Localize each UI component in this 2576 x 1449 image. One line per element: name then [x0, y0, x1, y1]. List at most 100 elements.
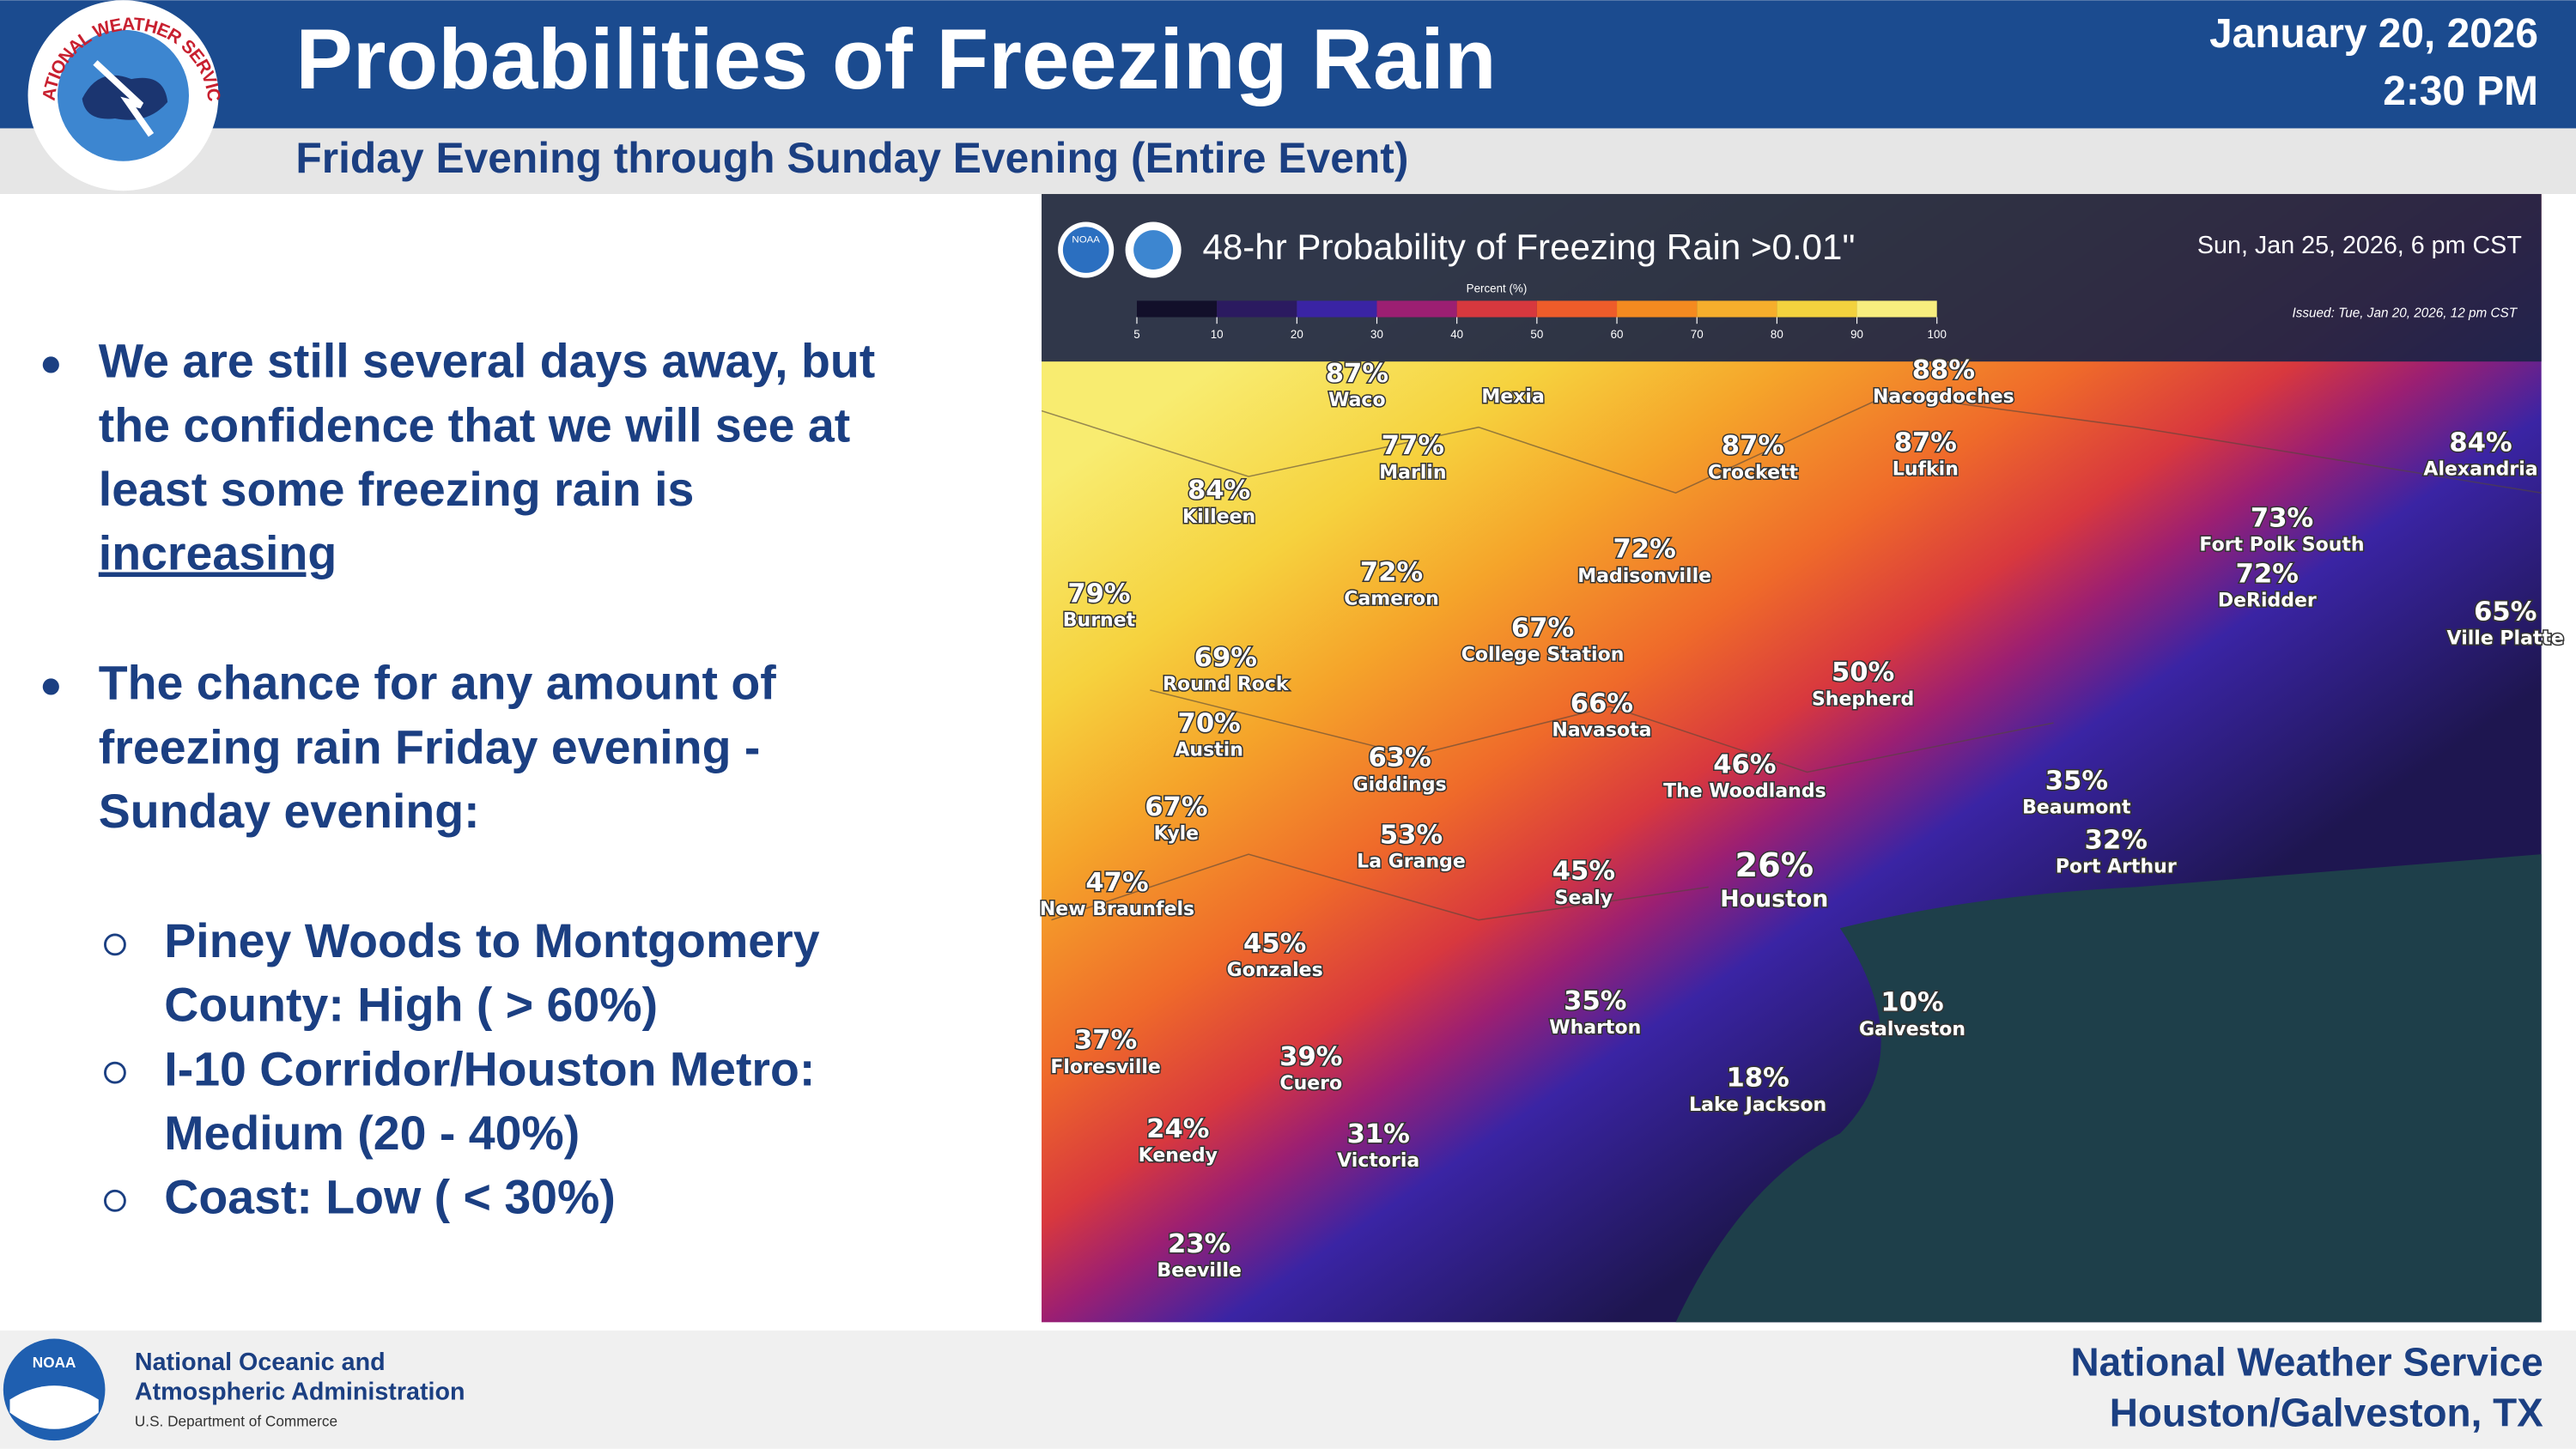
- date: January 20, 2026: [2209, 11, 2538, 57]
- footer-bar: [0, 1330, 2576, 1449]
- legend-tick-label: 10: [1211, 328, 1224, 341]
- legend-tick-label: 100: [1928, 328, 1947, 341]
- map-city: Cuero: [1279, 1073, 1342, 1094]
- map-city: Beeville: [1157, 1260, 1242, 1282]
- map-percent: 23%: [1168, 1229, 1230, 1259]
- map-percent: 87%: [1894, 427, 1957, 458]
- sub-bullet-dot: [104, 1189, 126, 1212]
- bullet-list: We are still several days away, but the c…: [42, 335, 875, 1224]
- bullet-text: least some freezing rain is: [99, 463, 695, 516]
- map-city: Fort Polk South: [2199, 534, 2364, 555]
- map-city: Nacogdoches: [1873, 386, 2014, 408]
- bullet-text: freezing rain Friday evening -: [99, 720, 761, 773]
- map-valid: Sun, Jan 25, 2026, 6 pm CST: [2197, 232, 2522, 259]
- map-percent: 67%: [1511, 614, 1574, 644]
- map-city: Crockett: [1708, 462, 1799, 483]
- map-percent: 84%: [1188, 476, 1250, 506]
- map-percent: 88%: [1912, 355, 1975, 385]
- map-percent: 35%: [1564, 986, 1626, 1016]
- sub-bullet-dot: [104, 933, 126, 956]
- office-line1: National Weather Service: [2070, 1339, 2543, 1384]
- map-city: DeRidder: [2218, 591, 2317, 612]
- map-percent: 10%: [1880, 988, 1943, 1018]
- legend-swatch: [1617, 300, 1698, 318]
- map-percent: 72%: [1360, 557, 1423, 587]
- map-issued: Issued: Tue, Jan 20, 2026, 12 pm CST: [2293, 306, 2518, 321]
- map-percent: 67%: [1145, 792, 1207, 822]
- map-logos: NOAA: [1058, 221, 1182, 278]
- map-percent: 79%: [1067, 579, 1130, 609]
- bullet-text: Sunday evening:: [99, 785, 480, 838]
- legend-tick-label: 90: [1850, 328, 1863, 341]
- map-city: Austin: [1175, 740, 1243, 761]
- bullet-dot: [42, 678, 59, 695]
- map-city: Madisonville: [1577, 566, 1711, 587]
- sub-bullet-text: Coast: Low ( < 30%): [164, 1171, 615, 1224]
- legend-swatch: [1456, 300, 1537, 318]
- map-percent: 24%: [1146, 1114, 1209, 1144]
- map-percent: 46%: [1713, 749, 1776, 779]
- map: [1042, 194, 2542, 1323]
- noaa-logo: NOAA: [3, 1338, 106, 1441]
- map-city: College Station: [1461, 645, 1625, 666]
- legend-swatch: [1697, 300, 1777, 318]
- map-city: Lufkin: [1893, 458, 1959, 480]
- legend-tick-label: 70: [1691, 328, 1704, 341]
- header-bar: [0, 0, 2576, 129]
- map-city: Killeen: [1182, 506, 1255, 528]
- map-city: Marlin: [1379, 462, 1446, 483]
- map-percent: 35%: [2045, 766, 2108, 796]
- office-line2: Houston/Galveston, TX: [2110, 1391, 2543, 1435]
- map-labels: 87%Waco Mexia88%Nacogdoches77%Marlin87%Cr…: [1038, 355, 2565, 1283]
- map-percent: 53%: [1380, 821, 1443, 851]
- legend-swatch: [1136, 300, 1218, 318]
- legend-tick-label: 5: [1133, 328, 1139, 341]
- map-city: Waco: [1328, 390, 1385, 411]
- noaa-logo-text: NOAA: [33, 1354, 76, 1371]
- sub-bullet-dot: [104, 1061, 126, 1084]
- map-percent: 66%: [1571, 689, 1633, 719]
- bullet-dot: [42, 356, 59, 373]
- sub-bullet-text: Piney Woods to Montgomery: [164, 914, 819, 967]
- county-lines: [1042, 393, 2542, 921]
- map-city: Burnet: [1063, 609, 1136, 631]
- legend-tick-label: 20: [1291, 328, 1303, 341]
- org-line2: Atmospheric Administration: [135, 1378, 465, 1405]
- map-percent: 72%: [1613, 535, 1676, 565]
- map-city: Wharton: [1549, 1017, 1641, 1039]
- map-percent: 87%: [1326, 359, 1388, 389]
- map-percent: 87%: [1722, 431, 1784, 461]
- map-city: The Woodlands: [1663, 780, 1826, 802]
- map-city: Alexandria: [2423, 458, 2537, 480]
- map-percent: 50%: [1832, 658, 1894, 688]
- map-percent: 31%: [1347, 1119, 1410, 1149]
- legend-tick-label: 80: [1771, 328, 1783, 341]
- map-header: [1042, 194, 2542, 362]
- map-title: 48-hr Probability of Freezing Rain >0.01…: [1203, 227, 1856, 267]
- map-city: Cameron: [1344, 589, 1438, 610]
- map-percent: 18%: [1727, 1064, 1789, 1094]
- map-city: Giddings: [1353, 774, 1447, 796]
- map-city: Round Rock: [1163, 674, 1290, 695]
- map-percent: 39%: [1279, 1042, 1342, 1072]
- map-percent: 32%: [2085, 825, 2148, 855]
- time: 2:30 PM: [2383, 69, 2538, 114]
- map-percent: 63%: [1368, 743, 1431, 773]
- map-percent: 72%: [2236, 559, 2299, 589]
- map-percent: 45%: [1552, 857, 1615, 887]
- map-city: Floresville: [1050, 1057, 1160, 1078]
- map-percent: 45%: [1243, 929, 1306, 959]
- legend-tick-label: 30: [1370, 328, 1383, 341]
- map-city: Mexia: [1481, 386, 1544, 408]
- map-city: Ville Platte: [2447, 628, 2564, 650]
- bullet-text: increasing: [99, 527, 337, 580]
- map-percent: 69%: [1194, 643, 1257, 673]
- legend-swatch: [1536, 300, 1618, 318]
- sub-bullet-text: Medium (20 - 40%): [164, 1106, 580, 1160]
- map-percent: 26%: [1735, 846, 1814, 885]
- bullet-text: the confidence that we will see at: [99, 398, 850, 452]
- sub-bullet-text: County: High ( > 60%): [164, 979, 658, 1032]
- bullet-text: We are still several days away, but: [99, 335, 875, 388]
- map-city: Sealy: [1555, 888, 1613, 909]
